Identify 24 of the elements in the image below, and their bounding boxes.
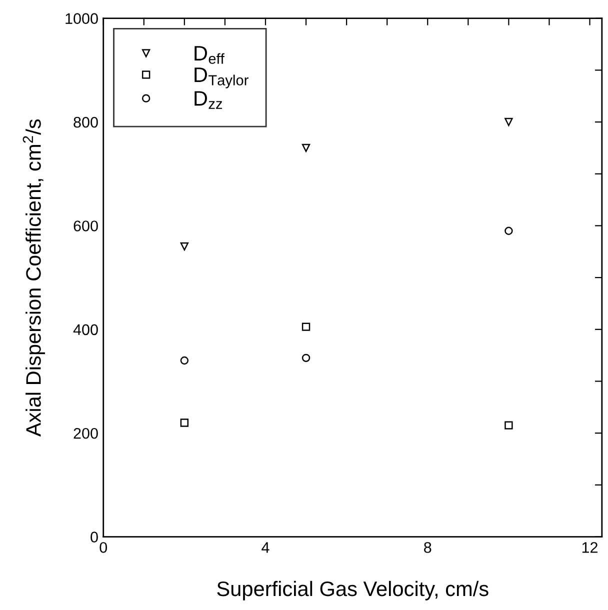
x-tick-label: 4 xyxy=(262,542,270,553)
x-tick-label: 8 xyxy=(424,542,432,553)
x-tick-label: 0 xyxy=(100,542,108,553)
y-tick-label: 400 xyxy=(73,324,98,336)
point xyxy=(302,354,310,362)
point xyxy=(504,118,513,126)
point xyxy=(180,242,189,251)
legend-label: D$_{zz}$ xyxy=(194,91,222,109)
point xyxy=(504,226,513,235)
x-tick-label: 12 xyxy=(582,542,598,553)
point xyxy=(180,356,189,365)
point xyxy=(504,421,513,430)
y-axis-title: Axial Dispersion Coefficient, cm$^{2}$/s xyxy=(22,119,45,437)
x-axis-title: Superficial Gas Velocity, cm/s xyxy=(217,580,488,600)
y-tick-label: 200 xyxy=(74,428,98,439)
point xyxy=(302,144,310,152)
y-tick-label: 0 xyxy=(90,532,98,542)
point xyxy=(302,322,310,331)
y-tick-label: 1000 xyxy=(66,13,98,24)
legend-label: D$_{eff}$ xyxy=(194,46,224,64)
legend-label: D$_{Taylor}$ xyxy=(194,68,248,88)
y-tick-label: 800 xyxy=(74,116,98,128)
point xyxy=(180,418,189,427)
y-tick-label: 600 xyxy=(74,220,98,232)
